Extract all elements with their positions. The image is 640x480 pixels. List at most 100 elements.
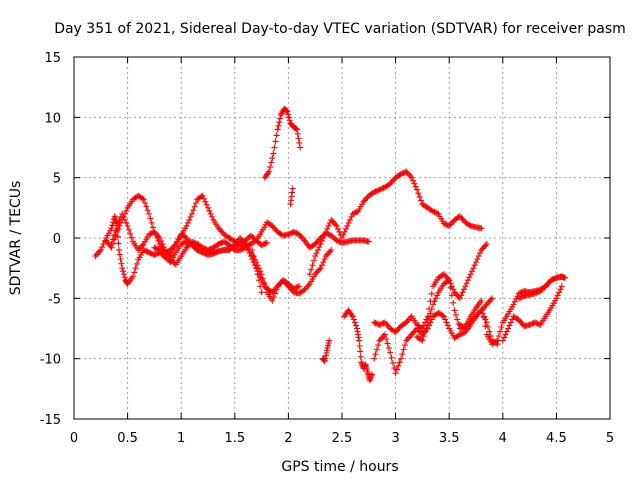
data-point-interp: [447, 221, 454, 228]
series-track-14: [456, 295, 496, 332]
data-point-interp: [249, 256, 256, 263]
data-point: [162, 249, 169, 256]
data-point-interp: [123, 219, 130, 226]
series-track-10: [341, 307, 376, 384]
data-point-interp: [150, 224, 157, 231]
data-point: [258, 289, 265, 296]
data-point: [108, 225, 115, 232]
data-point: [548, 277, 555, 284]
data-point-interp: [316, 266, 323, 273]
data-point-interp: [389, 359, 396, 366]
data-point-interp: [458, 330, 465, 337]
data-point-interp: [179, 240, 186, 247]
data-point-interp: [541, 284, 548, 291]
data-point-interp: [373, 320, 380, 327]
data-point-interp: [308, 266, 315, 273]
data-point-interp: [345, 219, 352, 226]
data-point-interp: [158, 247, 165, 254]
data-point-interp: [243, 244, 250, 251]
data-point-interp: [460, 324, 467, 331]
data-point-interp: [238, 246, 245, 253]
data-point-interp: [123, 207, 130, 214]
data-point-interp: [434, 292, 441, 299]
data-point-interp: [375, 187, 382, 194]
data-point-interp: [292, 285, 299, 292]
data-point: [119, 265, 126, 272]
data-point-interp: [519, 321, 526, 328]
data-point-interp: [466, 274, 473, 281]
data-point-interp: [143, 203, 150, 210]
data-point: [205, 204, 211, 211]
data-point-interp: [411, 328, 418, 335]
data-point-interp: [200, 195, 207, 202]
data-point-interp: [428, 316, 435, 323]
data-point-interp: [352, 209, 359, 216]
data-point-interp: [443, 319, 450, 326]
data-point-interp: [324, 225, 331, 232]
data-point-interp: [448, 292, 455, 299]
data-point: [293, 126, 300, 133]
data-point-interp: [416, 193, 423, 200]
data-point: [285, 231, 292, 238]
data-point-interp: [348, 213, 355, 220]
data-point-interp: [474, 256, 481, 263]
data-point-interp: [372, 320, 379, 327]
data-point-interp: [479, 245, 486, 252]
data-point-interp: [511, 298, 518, 305]
data-point: [553, 295, 560, 302]
data-point-interp: [389, 177, 396, 184]
data-point-interp: [206, 207, 213, 214]
data-point-interp: [120, 213, 127, 220]
data-point: [156, 247, 163, 254]
data-point-interp: [217, 226, 224, 233]
data-point-interp: [99, 244, 106, 251]
data-point: [237, 247, 244, 254]
data-point: [339, 235, 345, 241]
data-point-interp: [152, 251, 159, 258]
data-point-interp: [487, 333, 494, 340]
data-point-interp: [432, 209, 439, 216]
data-point-interp: [372, 188, 379, 195]
data-point-interp: [171, 242, 178, 249]
data-point-interp: [518, 294, 525, 301]
data-point: [113, 222, 120, 229]
series-track-16: [515, 273, 568, 302]
data-point: [408, 331, 415, 338]
data-point: [414, 186, 421, 193]
data-point-interp: [202, 198, 209, 205]
data-point: [237, 235, 244, 241]
data-point-interp: [182, 234, 189, 241]
data-point-interp: [262, 240, 269, 247]
data-point-interp: [407, 173, 414, 180]
data-point-interp: [442, 272, 449, 279]
data-point-interp: [112, 227, 119, 234]
data-point-interp: [330, 219, 337, 226]
data-point-interp: [534, 289, 541, 296]
data-point-interp: [329, 218, 336, 225]
data-point: [263, 239, 270, 246]
plot-frame: [73, 56, 611, 420]
data-point-interp: [519, 293, 526, 300]
data-point-interp: [187, 213, 194, 220]
data-point-interp: [147, 250, 154, 257]
data-point-interp: [324, 251, 331, 258]
data-point: [129, 273, 136, 280]
series-track-15: [499, 283, 565, 344]
data-point-interp: [269, 155, 276, 162]
x-tick-label: 3.5: [439, 431, 460, 446]
data-point: [247, 241, 254, 248]
series-track-7: [287, 185, 296, 208]
series-track-8: [306, 168, 485, 278]
data-point: [269, 297, 276, 304]
data-point-interp: [550, 276, 557, 283]
data-point-interp: [442, 316, 449, 323]
data-point-interp: [373, 187, 380, 194]
data-point: [322, 253, 329, 260]
data-point-interp: [406, 316, 412, 323]
data-point-interp: [142, 247, 149, 254]
data-point-interp: [442, 221, 449, 228]
data-point-interp: [288, 230, 295, 237]
data-point-interp: [286, 117, 293, 124]
data-point-interp: [493, 340, 500, 347]
data-point-interp: [273, 132, 280, 139]
